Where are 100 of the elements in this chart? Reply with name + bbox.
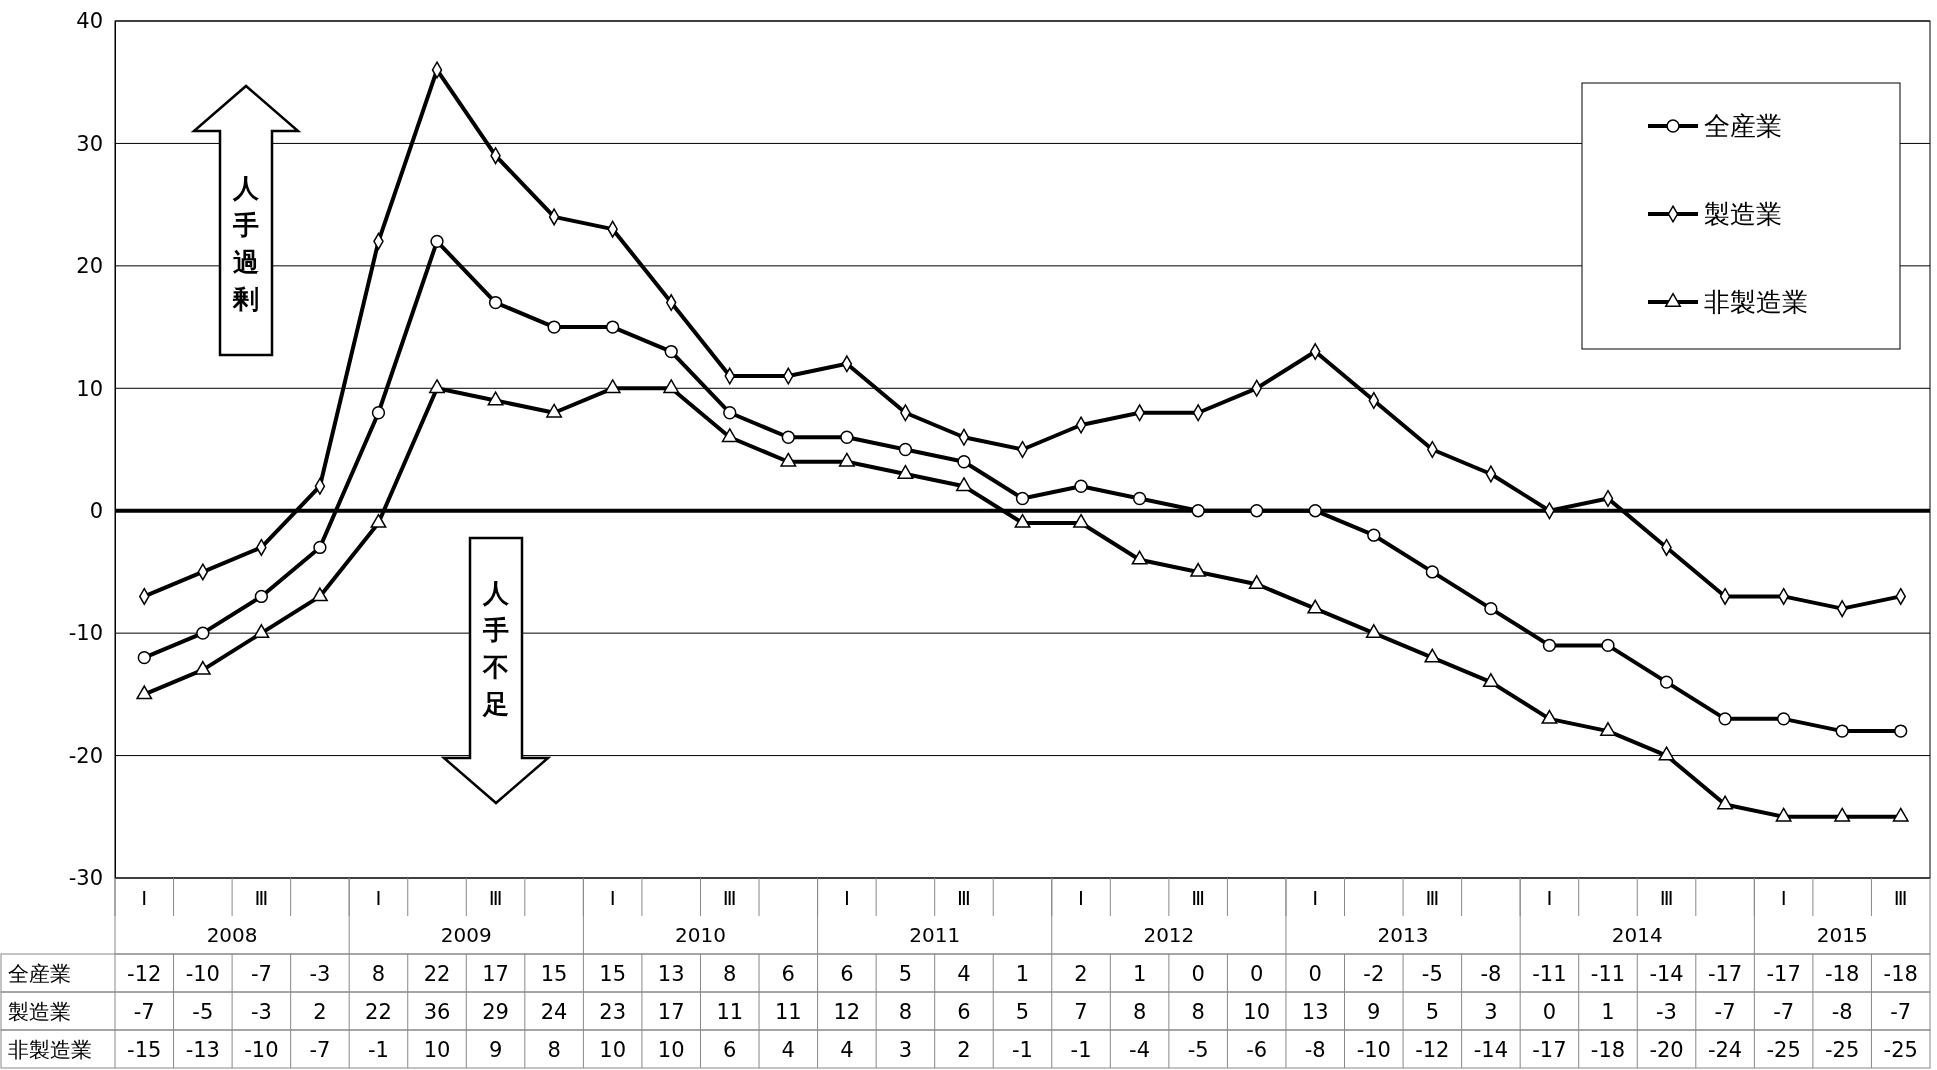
data-label: 5 bbox=[1425, 1000, 1440, 1024]
data-label: -17 bbox=[1707, 962, 1743, 986]
point bbox=[723, 406, 737, 420]
point bbox=[721, 428, 738, 443]
point bbox=[253, 624, 270, 639]
data-label: -25 bbox=[1766, 1038, 1801, 1062]
x-tick-label: Ⅲ bbox=[1659, 886, 1674, 910]
data-label: 3 bbox=[898, 1038, 913, 1062]
text: 2009 bbox=[440, 923, 492, 947]
data-label: 5 bbox=[1015, 1000, 1030, 1024]
annotation: 人手不足 bbox=[482, 577, 510, 719]
point bbox=[546, 403, 563, 418]
point bbox=[605, 320, 620, 334]
data-label: 12 bbox=[833, 1000, 861, 1024]
point bbox=[196, 626, 210, 640]
point bbox=[604, 379, 621, 394]
point bbox=[663, 379, 680, 394]
data-label: -10 bbox=[244, 1038, 279, 1062]
x-tick-label: Ⅰ bbox=[609, 886, 616, 910]
data-label: 5 bbox=[898, 962, 913, 986]
data-label: 13 bbox=[1301, 1000, 1329, 1024]
data-label: -12 bbox=[1415, 1038, 1450, 1062]
data-label: 1 bbox=[1132, 962, 1147, 986]
x-tick-label: Ⅰ bbox=[1780, 886, 1787, 910]
data-label: -7 bbox=[133, 1000, 155, 1024]
x-tick-label: Ⅰ bbox=[1312, 886, 1319, 910]
data-label: 13 bbox=[657, 962, 685, 986]
y-tick-label: 0 bbox=[89, 498, 103, 523]
data-label: 17 bbox=[657, 1000, 685, 1024]
data-label: -18 bbox=[1883, 962, 1918, 986]
data-label: 3 bbox=[1484, 1000, 1498, 1024]
x-tick-label: Ⅰ bbox=[141, 886, 148, 910]
point bbox=[898, 442, 913, 457]
data-label: -10 bbox=[185, 962, 220, 986]
point bbox=[194, 660, 211, 675]
x-tick-label: Ⅲ bbox=[1893, 886, 1908, 910]
text: 2008 bbox=[206, 923, 258, 947]
point bbox=[1717, 795, 1734, 810]
point bbox=[1424, 648, 1441, 663]
point bbox=[370, 513, 387, 528]
x-tick-label: Ⅲ bbox=[488, 886, 503, 910]
y-tick-label: -10 bbox=[68, 621, 103, 646]
x-tick-label: Ⅲ bbox=[957, 886, 971, 910]
data-label: 22 bbox=[423, 962, 451, 986]
data-label: -18 bbox=[1590, 1038, 1626, 1062]
text: 2013 bbox=[1377, 923, 1429, 947]
y-tick-label: -20 bbox=[68, 743, 103, 768]
data-label: 7 bbox=[1074, 1000, 1088, 1024]
data-label: 0 bbox=[1191, 962, 1205, 986]
data-label: -1 bbox=[1070, 1038, 1092, 1062]
data-label: 8 bbox=[1191, 1000, 1205, 1024]
x-tick-label: Ⅲ bbox=[1425, 886, 1440, 910]
data-label: -15 bbox=[127, 1038, 162, 1062]
data-label: 2 bbox=[313, 1000, 327, 1024]
y-tick-label: 40 bbox=[76, 9, 103, 34]
data-label: -1 bbox=[1012, 1038, 1033, 1062]
point bbox=[1308, 504, 1322, 518]
point bbox=[487, 391, 504, 406]
data-label: -7 bbox=[1773, 1000, 1795, 1024]
point bbox=[957, 455, 971, 469]
data-label: -7 bbox=[1714, 1000, 1736, 1024]
data-label: -25 bbox=[1825, 1038, 1860, 1062]
data-label: -8 bbox=[1831, 1000, 1853, 1024]
y-tick-label: 10 bbox=[76, 376, 103, 401]
data-label: 6 bbox=[781, 962, 795, 986]
data-label: 4 bbox=[957, 962, 971, 986]
legend-label: 製造業 bbox=[1704, 199, 1782, 229]
data-label: -2 bbox=[1363, 962, 1385, 986]
data-label: 9 bbox=[1367, 1000, 1381, 1024]
data-label: 11 bbox=[716, 1000, 744, 1024]
x-tick-label: Ⅰ bbox=[843, 886, 850, 910]
text: 全産業 bbox=[8, 962, 71, 986]
data-label: 23 bbox=[599, 1000, 627, 1024]
data-label: -6 bbox=[1246, 1038, 1268, 1062]
point bbox=[1600, 722, 1616, 736]
data-label: 6 bbox=[957, 1000, 971, 1024]
point bbox=[1074, 479, 1088, 493]
point bbox=[840, 430, 854, 444]
data-label: 29 bbox=[482, 1000, 509, 1024]
point bbox=[1365, 624, 1382, 639]
point bbox=[1659, 675, 1674, 689]
data-label: 6 bbox=[840, 962, 854, 986]
data-label: 17 bbox=[482, 962, 509, 986]
annotation: 人手過剰 bbox=[232, 172, 260, 314]
y-tick-label: -30 bbox=[68, 866, 103, 891]
point bbox=[1250, 504, 1264, 518]
data-label: -7 bbox=[250, 962, 272, 986]
data-label: 8 bbox=[371, 962, 386, 986]
point bbox=[254, 589, 269, 604]
text: 2014 bbox=[1611, 923, 1663, 947]
data-label: 36 bbox=[423, 1000, 451, 1024]
text: 製造業 bbox=[8, 1000, 71, 1024]
data-label: -7 bbox=[1890, 1000, 1912, 1024]
data-label: 8 bbox=[898, 1000, 913, 1024]
y-tick-label: 20 bbox=[76, 254, 103, 279]
data-label: 0 bbox=[1542, 1000, 1557, 1024]
point bbox=[1484, 602, 1498, 616]
data-label: -5 bbox=[192, 1000, 214, 1024]
data-label: -8 bbox=[1304, 1038, 1326, 1062]
point bbox=[136, 685, 153, 700]
